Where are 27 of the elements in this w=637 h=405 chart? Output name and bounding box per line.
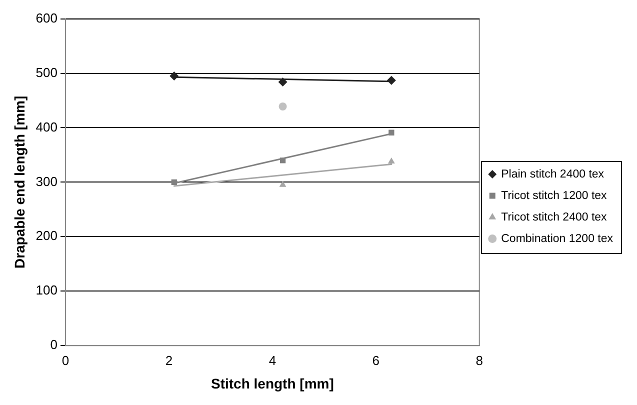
x-tick-label: 6 [372,352,380,368]
y-tick-label: 100 [36,282,58,298]
y-tick-label: 0 [50,337,58,352]
legend-label: Plain stitch 2400 tex [501,168,604,180]
legend-label: Tricot stitch 1200 tex [501,190,608,202]
legend-label: Tricot stitch 2400 tex [501,211,608,224]
x-tick-label: 4 [268,352,276,368]
point [388,158,395,164]
legend-label: Combination 1200 tex [501,232,614,245]
x-tick-label: 0 [62,352,70,368]
point [171,179,177,186]
point [170,71,179,80]
point [278,77,288,86]
y-tick-label: 200 [36,228,58,244]
point [386,76,396,85]
y-tick-label: 300 [36,174,58,189]
point [278,102,287,110]
point [388,130,394,136]
point [279,180,286,187]
y-axis-title: Drapable end length [mm] [11,96,28,269]
y-tick-label: 600 [36,10,58,26]
x-axis-title: Stitch length [mm] [210,375,334,392]
y-tick-label: 500 [36,64,58,80]
x-tick-label: 2 [165,352,173,368]
y-tick-label: 400 [36,119,58,134]
point [280,158,286,164]
x-tick-label: 8 [476,352,483,368]
